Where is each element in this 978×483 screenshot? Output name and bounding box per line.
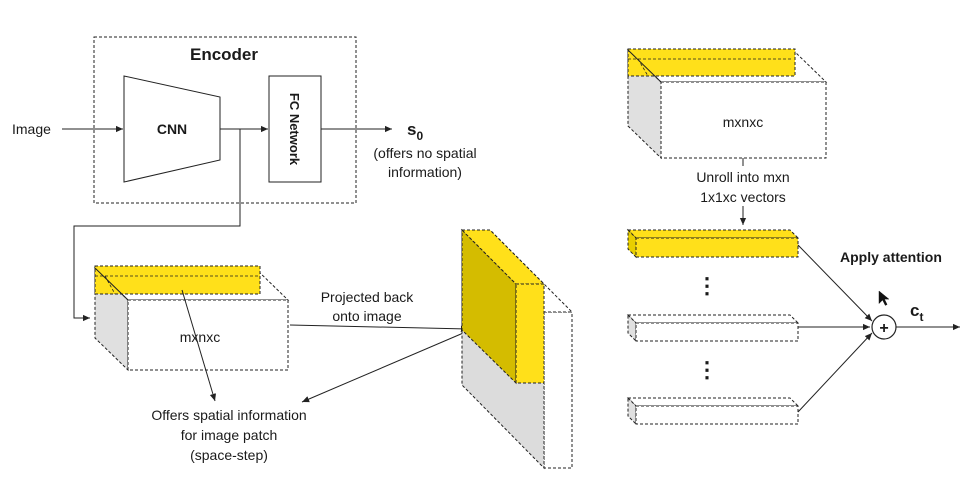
vector-1 [626, 228, 800, 259]
slab-to-spatial-arrow [181, 289, 217, 402]
cnn-block [123, 75, 221, 183]
ellipsis-2: ⋮ [696, 357, 718, 382]
spatial-info-line2: for image patch [181, 427, 278, 443]
right-tensor [626, 48, 828, 160]
vector-3-to-sum-arrow [797, 332, 873, 413]
vector-2 [626, 313, 800, 343]
projection-line2: onto image [332, 308, 401, 324]
spatial-info-line1: Offers spatial information [151, 407, 306, 423]
encoder-box [93, 36, 357, 204]
projection-arrow [289, 324, 469, 333]
vector-3 [626, 396, 800, 426]
right-tensor-label: mxnxc [723, 114, 763, 130]
patch-to-spatial-arrow [301, 327, 476, 403]
unroll-line2: 1x1xc vectors [700, 189, 786, 205]
unroll-line1: Unroll into mxn [696, 169, 789, 185]
cursor-icon [878, 290, 890, 306]
projected-image [460, 228, 574, 470]
ct-label: ct [910, 301, 923, 324]
s0-note-line2: information) [388, 164, 462, 180]
vector-1-to-sum-arrow [797, 244, 873, 322]
fc-network-label: FC Network [287, 93, 302, 166]
attention-label: Apply attention [840, 249, 942, 265]
ellipsis-1: ⋮ [696, 273, 718, 298]
sum-symbol: + [879, 320, 888, 337]
s0-note-line1: (offers no spatial [373, 145, 476, 161]
spatial-info-line3: (space-step) [190, 447, 268, 463]
cnn-label: CNN [157, 121, 187, 137]
cnn-to-tensor-connector [73, 129, 241, 322]
left-tensor-label: mxnxc [180, 329, 220, 345]
s0-label: s0 [407, 120, 423, 143]
left-tensor [93, 265, 290, 372]
encoder-title: Encoder [190, 45, 258, 64]
projection-line1: Projected back [321, 289, 415, 305]
fc-network-block [268, 75, 322, 183]
image-input-label: Image [12, 121, 51, 137]
